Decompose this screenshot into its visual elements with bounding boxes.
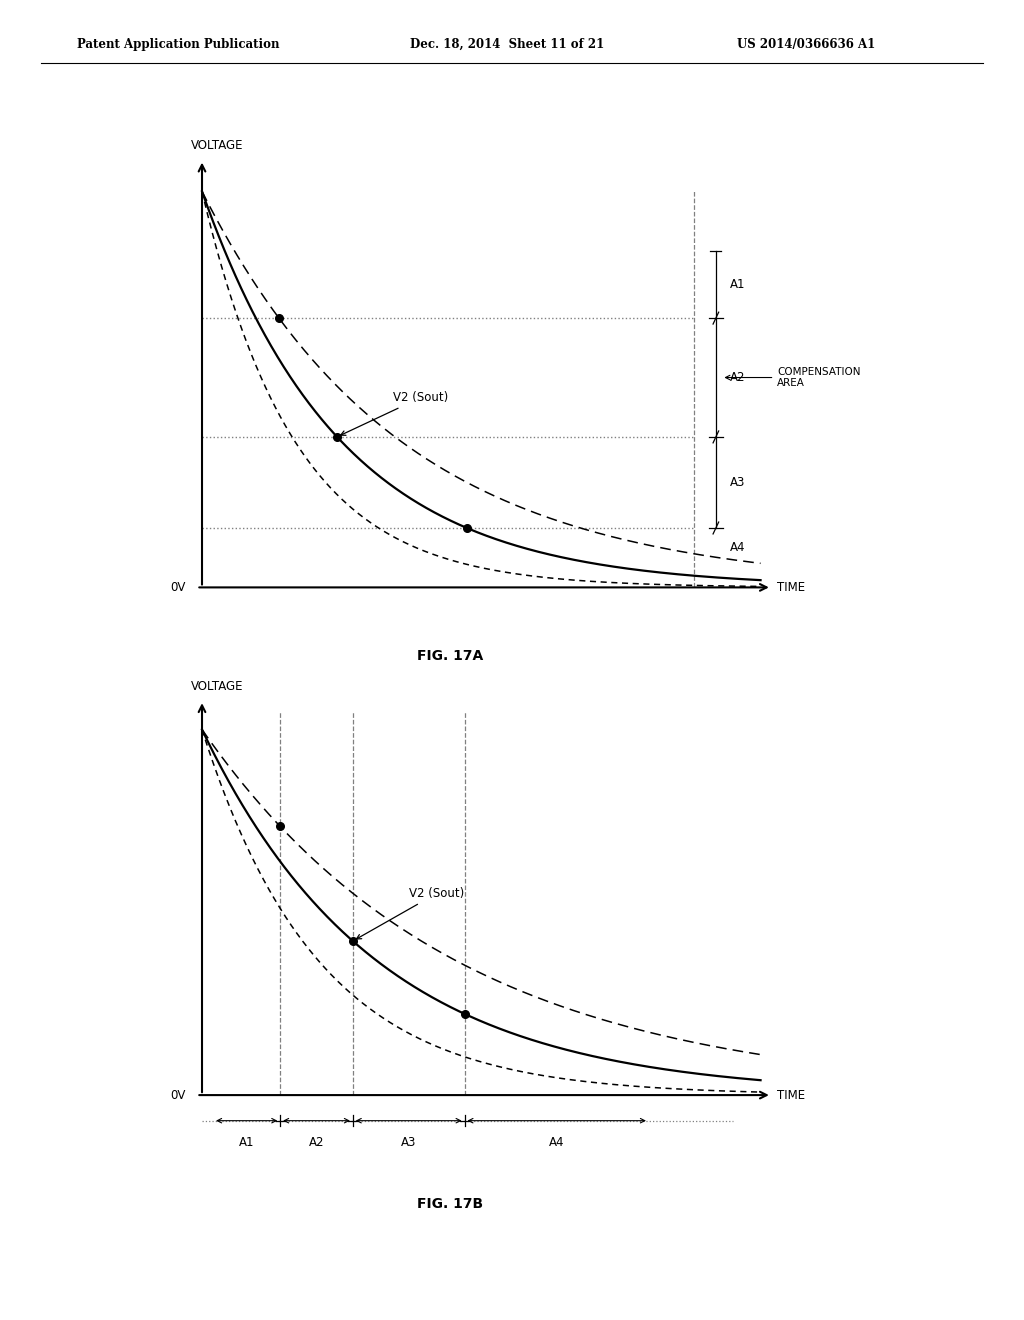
Text: V2 (Sout): V2 (Sout) <box>341 391 449 436</box>
Text: A3: A3 <box>730 477 745 488</box>
Text: COMPENSATION
AREA: COMPENSATION AREA <box>777 367 861 388</box>
Text: Dec. 18, 2014  Sheet 11 of 21: Dec. 18, 2014 Sheet 11 of 21 <box>410 37 604 50</box>
Text: 0V: 0V <box>170 581 185 594</box>
Text: Patent Application Publication: Patent Application Publication <box>77 37 280 50</box>
Text: VOLTAGE: VOLTAGE <box>190 680 244 693</box>
Text: V2 (Sout): V2 (Sout) <box>356 887 464 939</box>
Text: FIG. 17A: FIG. 17A <box>418 649 483 663</box>
Text: A1: A1 <box>239 1137 254 1150</box>
Text: VOLTAGE: VOLTAGE <box>190 139 244 152</box>
Text: TIME: TIME <box>777 581 806 594</box>
Text: A2: A2 <box>309 1137 325 1150</box>
Text: US 2014/0366636 A1: US 2014/0366636 A1 <box>737 37 876 50</box>
Text: A4: A4 <box>730 541 745 554</box>
Text: A3: A3 <box>401 1137 417 1150</box>
Text: A4: A4 <box>549 1137 564 1150</box>
Text: A1: A1 <box>730 279 745 290</box>
Text: TIME: TIME <box>777 1089 806 1102</box>
Text: A2: A2 <box>730 371 745 384</box>
Text: FIG. 17B: FIG. 17B <box>418 1197 483 1210</box>
Text: 0V: 0V <box>170 1089 185 1102</box>
